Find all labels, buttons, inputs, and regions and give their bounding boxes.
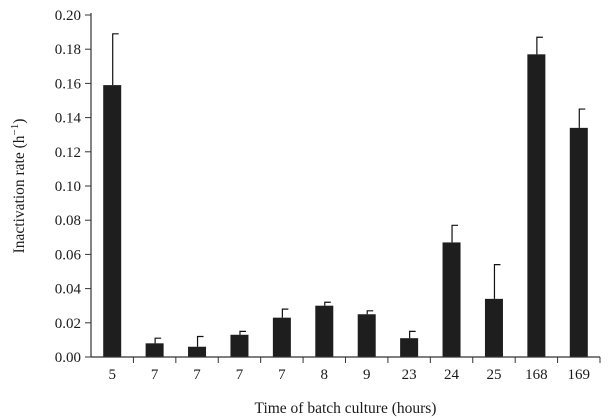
x-tick-label: 25: [486, 367, 501, 383]
x-tick-label: 8: [321, 367, 329, 383]
bar: [357, 314, 376, 357]
bar: [188, 346, 207, 357]
error-bar: [112, 33, 119, 86]
y-axis-label-end: ): [11, 119, 28, 124]
x-tick-label: 7: [151, 367, 159, 383]
error-bar: [536, 36, 543, 55]
error-bar: [366, 310, 374, 315]
x-tick-label: 7: [193, 367, 201, 383]
bar: [484, 298, 503, 357]
x-tick-label: 168: [525, 367, 548, 383]
bar: [400, 338, 419, 357]
y-axis-ticks: 0.00 0.02 0.04 0.06 0.08 0.10 0.12 0.14 0.16 0.18…: [55, 8, 91, 366]
bar: [442, 242, 461, 357]
x-tick-label: 169: [568, 367, 591, 383]
y-tick-label: 0.00: [55, 350, 81, 366]
y-tick-label: 0.02: [55, 316, 81, 332]
x-tick-label: 7: [278, 367, 286, 383]
error-bar: [196, 335, 204, 347]
bar: [315, 305, 334, 357]
x-tick-label: 5: [108, 367, 116, 383]
bar: [230, 334, 249, 357]
y-tick-label: 0.10: [55, 179, 81, 195]
bars: [103, 54, 588, 358]
y-tick-label: 0.06: [55, 247, 82, 263]
x-tick-label: 7: [236, 367, 244, 383]
bar: [145, 343, 164, 357]
y-tick-label: 0.04: [55, 282, 82, 298]
error-bars: [112, 33, 586, 347]
x-tick-label: 23: [402, 367, 417, 383]
x-axis-label: Time of batch culture (hours): [255, 400, 437, 417]
error-bar: [239, 330, 246, 335]
error-bar: [154, 337, 162, 344]
error-bar: [493, 264, 501, 299]
y-axis-label-sup: −1: [9, 124, 21, 136]
y-tick-label: 0.14: [55, 111, 82, 127]
error-bar: [451, 224, 459, 243]
x-axis-ticks: 5 7 7 7 7 8 9 23 24 25 168 169: [108, 357, 601, 383]
y-tick-label: 0.12: [55, 145, 81, 161]
error-bar: [578, 108, 586, 128]
y-tick-label: 0.16: [55, 76, 82, 92]
y-axis-label-main: Inactivation rate (h: [11, 135, 28, 253]
y-axis-label: Inactivation rate (h−1): [9, 119, 28, 254]
bar: [569, 127, 588, 357]
bar: [272, 317, 291, 357]
x-tick-label: 24: [444, 367, 460, 383]
y-tick-label: 0.20: [55, 8, 81, 24]
x-tick-label: 9: [363, 367, 371, 383]
error-bar: [409, 330, 416, 339]
bar: [527, 54, 546, 357]
bar: [103, 85, 122, 358]
y-tick-label: 0.18: [55, 42, 81, 58]
y-tick-label: 0.08: [55, 213, 81, 229]
error-bar: [324, 301, 331, 306]
error-bar: [281, 308, 289, 318]
